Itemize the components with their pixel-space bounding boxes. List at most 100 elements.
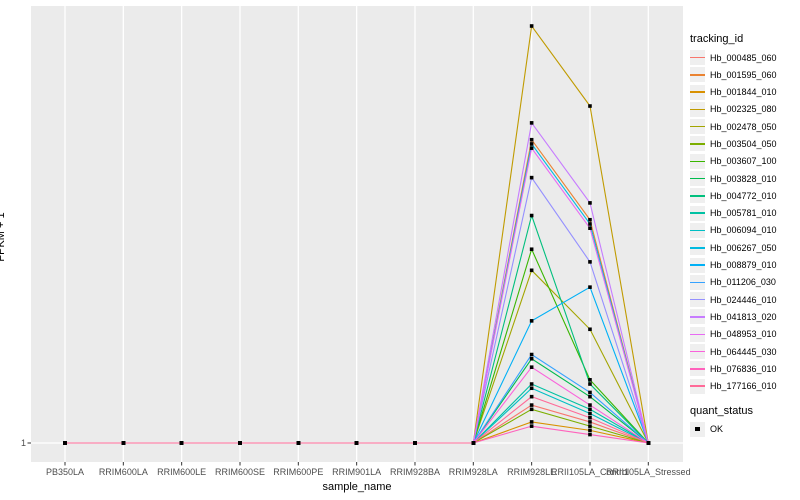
data-point bbox=[588, 260, 592, 264]
data-point bbox=[588, 415, 592, 420]
legend-item-label: Hb_003504_050 bbox=[710, 138, 777, 149]
data-point bbox=[529, 365, 534, 369]
line-swatch-icon bbox=[690, 247, 705, 249]
quant-status-legend-title: quant_status bbox=[690, 404, 753, 417]
line-swatch-icon bbox=[690, 385, 705, 387]
legend-item-Hb_006267_050: Hb_006267_050 bbox=[690, 240, 800, 256]
legend-item-label: Hb_008879_010 bbox=[710, 260, 777, 271]
line-swatch-icon bbox=[690, 160, 705, 163]
legend-item-Hb_008879_010: Hb_008879_010 bbox=[690, 257, 800, 273]
data-point bbox=[413, 441, 417, 445]
legend-item-Hb_000485_060: Hb_000485_060 bbox=[690, 50, 800, 65]
x-tick-label: PB350LA bbox=[45, 467, 85, 477]
line-color-key bbox=[690, 205, 705, 221]
data-point bbox=[588, 222, 592, 226]
line-swatch-icon bbox=[690, 264, 705, 266]
data-point bbox=[588, 428, 592, 433]
line-swatch-icon bbox=[690, 91, 705, 93]
legend-item-Hb_041813_020: Hb_041813_020 bbox=[690, 309, 800, 325]
legend-item-Hb_011206_030: Hb_011206_030 bbox=[690, 274, 800, 290]
line-swatch-icon bbox=[690, 316, 705, 318]
tracking-id-legend-items: Hb_000485_060 Hb_001595_060 Hb_001844_010 H… bbox=[690, 50, 800, 394]
legend-item-label: Hb_001595_060 bbox=[710, 69, 777, 80]
legend-item-Hb_048953_010: Hb_048953_010 bbox=[690, 326, 800, 342]
legend-item-label: Hb_002478_050 bbox=[710, 121, 777, 132]
line-color-key bbox=[690, 326, 705, 342]
data-point bbox=[529, 403, 534, 407]
data-point bbox=[471, 441, 476, 445]
line-swatch-icon bbox=[690, 298, 705, 301]
legend-item-Hb_064445_030: Hb_064445_030 bbox=[690, 344, 800, 360]
legend-item-Hb_003504_050: Hb_003504_050 bbox=[690, 136, 800, 152]
line-swatch-icon bbox=[690, 229, 705, 232]
line-swatch-icon bbox=[690, 108, 705, 111]
data-point bbox=[588, 226, 592, 230]
legend-item-Hb_177166_010: Hb_177166_010 bbox=[690, 378, 800, 394]
data-point bbox=[588, 378, 592, 382]
line-color-key bbox=[690, 378, 705, 394]
data-point bbox=[588, 201, 592, 205]
line-swatch-icon bbox=[690, 333, 705, 335]
line-color-key bbox=[690, 240, 705, 256]
data-point bbox=[179, 441, 184, 445]
legend-item-label: Hb_011206_030 bbox=[710, 277, 776, 288]
data-point bbox=[588, 411, 592, 416]
data-point bbox=[529, 24, 534, 28]
data-point bbox=[529, 213, 534, 218]
x-tick-label: RRIM928BA bbox=[389, 467, 440, 477]
data-point bbox=[296, 441, 301, 445]
data-point bbox=[529, 382, 534, 386]
data-point bbox=[238, 441, 242, 445]
data-point bbox=[588, 403, 592, 407]
x-tick-label: RRIM600SE bbox=[214, 467, 265, 477]
line-swatch-icon bbox=[690, 195, 705, 197]
data-point bbox=[529, 121, 534, 125]
data-point bbox=[588, 382, 592, 386]
line-swatch-icon bbox=[690, 281, 705, 284]
data-point bbox=[121, 441, 126, 445]
x-tick-label: RRIM901LA bbox=[332, 467, 382, 477]
data-point bbox=[588, 424, 592, 428]
line-swatch-icon bbox=[690, 350, 705, 353]
legend-item-label: Hb_006267_050 bbox=[710, 242, 777, 253]
legend-item-label: Hb_006094_010 bbox=[710, 225, 777, 236]
line-color-key bbox=[690, 274, 705, 290]
data-point bbox=[529, 268, 534, 273]
legend-item-label: Hb_076836_010 bbox=[710, 363, 777, 374]
legend-item-Hb_076836_010: Hb_076836_010 bbox=[690, 361, 800, 377]
line-color-key bbox=[690, 67, 705, 83]
legend-item-label: Hb_177166_010 bbox=[710, 381, 777, 392]
line-color-key bbox=[690, 257, 705, 273]
data-point bbox=[529, 407, 534, 412]
legend-item-label: Hb_003828_010 bbox=[710, 173, 777, 184]
tracking-id-legend-title: tracking_id bbox=[690, 33, 744, 45]
data-point bbox=[529, 394, 534, 399]
y-tick-label: 1 bbox=[20, 438, 26, 448]
legend-item-Hb_001844_010: Hb_001844_010 bbox=[690, 84, 800, 100]
legend-item-Hb_002478_050: Hb_002478_050 bbox=[690, 119, 800, 135]
data-point bbox=[529, 424, 534, 428]
legend-item-Hb_005781_010: Hb_005781_010 bbox=[690, 205, 800, 221]
legend-item-label: Hb_048953_010 bbox=[710, 329, 777, 340]
data-point bbox=[529, 137, 534, 142]
line-swatch-icon bbox=[690, 74, 705, 76]
legend-item-label: Hb_000485_060 bbox=[710, 52, 777, 63]
legend-item-label: Hb_003607_100 bbox=[710, 156, 777, 167]
legend-item-label: Hb_004772_010 bbox=[710, 190, 777, 201]
legend-item-Hb_006094_010: Hb_006094_010 bbox=[690, 222, 800, 238]
data-point bbox=[529, 247, 534, 252]
x-axis-title: sample_name bbox=[322, 481, 392, 493]
legend-item-label: Hb_024446_010 bbox=[710, 294, 777, 305]
line-swatch-icon bbox=[690, 368, 705, 370]
ok-point-key bbox=[690, 421, 705, 437]
data-point bbox=[588, 394, 592, 399]
x-tick-label: RRIM600LE bbox=[157, 467, 207, 477]
data-point bbox=[529, 146, 534, 150]
legend-item-label: Hb_001844_010 bbox=[710, 87, 777, 98]
line-swatch-icon bbox=[690, 56, 705, 59]
x-tick-label: RRIM928LA bbox=[448, 467, 498, 477]
line-color-key bbox=[690, 50, 705, 65]
x-tick-label: RRIM600LA bbox=[98, 467, 148, 477]
legend-item-label: Hb_064445_030 bbox=[710, 346, 777, 357]
